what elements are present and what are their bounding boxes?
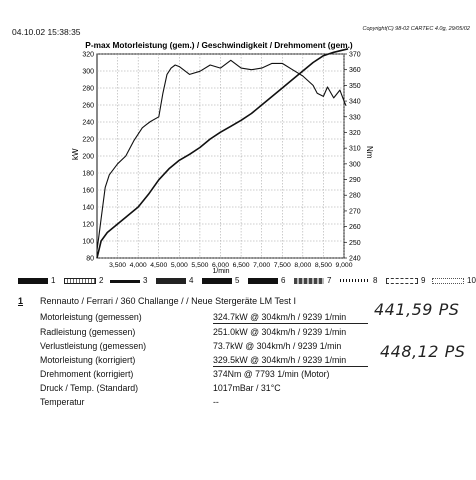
y-left-tick-label: 200	[82, 154, 94, 161]
result-value: 329.5kW @ 304km/h / 9239 1/min	[213, 355, 347, 365]
legend-item-7: 7	[294, 276, 331, 285]
result-label: Verlustleistung (gemessen)	[40, 341, 147, 351]
y-axis-label-left: kW	[71, 148, 80, 160]
result-label: Druck / Temp. (Standard)	[40, 383, 139, 393]
result-value: 251.0kW @ 304km/h / 9239 1/min	[213, 327, 347, 337]
underline-mark	[213, 366, 368, 367]
y-right-tick-label: 310	[349, 146, 361, 153]
handwritten-note: 448,12 PS	[380, 342, 466, 361]
series-line-power	[96, 48, 349, 259]
y-left-tick-label: 240	[82, 120, 94, 127]
y-right-tick-label: 290	[349, 177, 361, 184]
chart-title: P-max Motorleistung (gem.) / Geschwindig…	[85, 40, 353, 50]
legend-item-2: 2	[64, 276, 103, 285]
timestamp: 04.10.02 15:38:35	[12, 27, 81, 37]
result-label: Motorleistung (korrigiert)	[40, 355, 136, 365]
y-left-tick-label: 100	[82, 239, 94, 246]
legend-item-9: 9	[386, 276, 425, 285]
y-right-tick-label: 360	[349, 67, 361, 74]
result-value: 1017mBar / 31°C	[213, 383, 281, 393]
x-tick-label: 9,000	[335, 262, 352, 269]
legend-item-1: 1	[18, 276, 55, 285]
result-value: 73.7kW @ 304km/h / 9239 1/min	[213, 341, 342, 351]
x-tick-label: 5,000	[171, 262, 188, 269]
copyright-note: Copyright(C) 98-02 CARTEC 4.0g, 29/05/02	[362, 26, 470, 32]
result-index: 1	[18, 296, 24, 306]
x-tick-label: 8,000	[294, 262, 311, 269]
legend-item-4: 4	[156, 276, 193, 285]
y-left-tick-label: 260	[82, 103, 94, 110]
legend-item-3: 3	[110, 276, 147, 285]
x-tick-label: 4,500	[150, 262, 167, 269]
y-left-tick-label: 120	[82, 222, 94, 229]
legend-item-5: 5	[202, 276, 239, 285]
y-right-tick-label: 270	[349, 208, 361, 215]
y-right-tick-label: 260	[349, 224, 361, 231]
result-value: 324.7kW @ 304km/h / 9239 1/min	[213, 312, 347, 322]
y-left-tick-label: 320	[82, 52, 94, 59]
x-tick-label: 6,000	[212, 262, 229, 269]
series-line-torque	[96, 59, 347, 251]
x-tick-label: 6,500	[233, 262, 250, 269]
underline-mark	[213, 323, 368, 324]
x-tick-label: 7,500	[274, 262, 291, 269]
x-tick-label: 3,500	[109, 262, 126, 269]
y-right-tick-label: 370	[349, 52, 361, 59]
legend-item-10: 10	[432, 276, 476, 285]
result-label: Drehmoment (korrigiert)	[40, 369, 134, 379]
legend-item-6: 6	[248, 276, 285, 285]
vehicle-title: Rennauto / Ferrari / 360 Challange / / N…	[40, 296, 296, 306]
result-value: --	[213, 397, 219, 407]
y-axis-label-right: Nm	[365, 146, 374, 159]
y-right-tick-label: 240	[349, 256, 361, 263]
x-tick-label: 8,500	[315, 262, 332, 269]
y-left-tick-label: 80	[86, 256, 94, 263]
y-right-tick-label: 350	[349, 83, 361, 90]
x-tick-label: 4,000	[130, 262, 147, 269]
y-left-tick-label: 220	[82, 137, 94, 144]
x-axis-label: 1/min	[212, 268, 229, 275]
y-right-tick-label: 340	[349, 99, 361, 106]
y-right-tick-label: 250	[349, 240, 361, 247]
y-right-tick-label: 320	[349, 130, 361, 137]
y-left-tick-label: 300	[82, 69, 94, 76]
x-tick-label: 5,500	[191, 262, 208, 269]
y-right-tick-label: 300	[349, 161, 361, 168]
y-left-tick-label: 160	[82, 188, 94, 195]
chart-legend: 1 2 3 4 5 6 7 8 9 10	[18, 276, 476, 290]
result-label: Motorleistung (gemessen)	[40, 312, 142, 322]
y-right-tick-label: 330	[349, 114, 361, 121]
y-left-tick-label: 280	[82, 86, 94, 93]
result-value: 374Nm @ 7793 1/min (Motor)	[213, 369, 330, 379]
result-label: Radleistung (gemessen)	[40, 327, 136, 337]
y-left-tick-label: 180	[82, 171, 94, 178]
dyno-chart: 3,500 4,000 4,500 5,000 5,500 6,000 6,500 7,000…	[71, 40, 374, 275]
result-label: Temperatur	[40, 397, 85, 407]
y-left-tick-label: 140	[82, 205, 94, 212]
legend-item-8: 8	[340, 276, 377, 285]
y-right-tick-label: 280	[349, 193, 361, 200]
handwritten-note: 441,59 PS	[374, 300, 460, 319]
x-tick-label: 7,000	[253, 262, 270, 269]
